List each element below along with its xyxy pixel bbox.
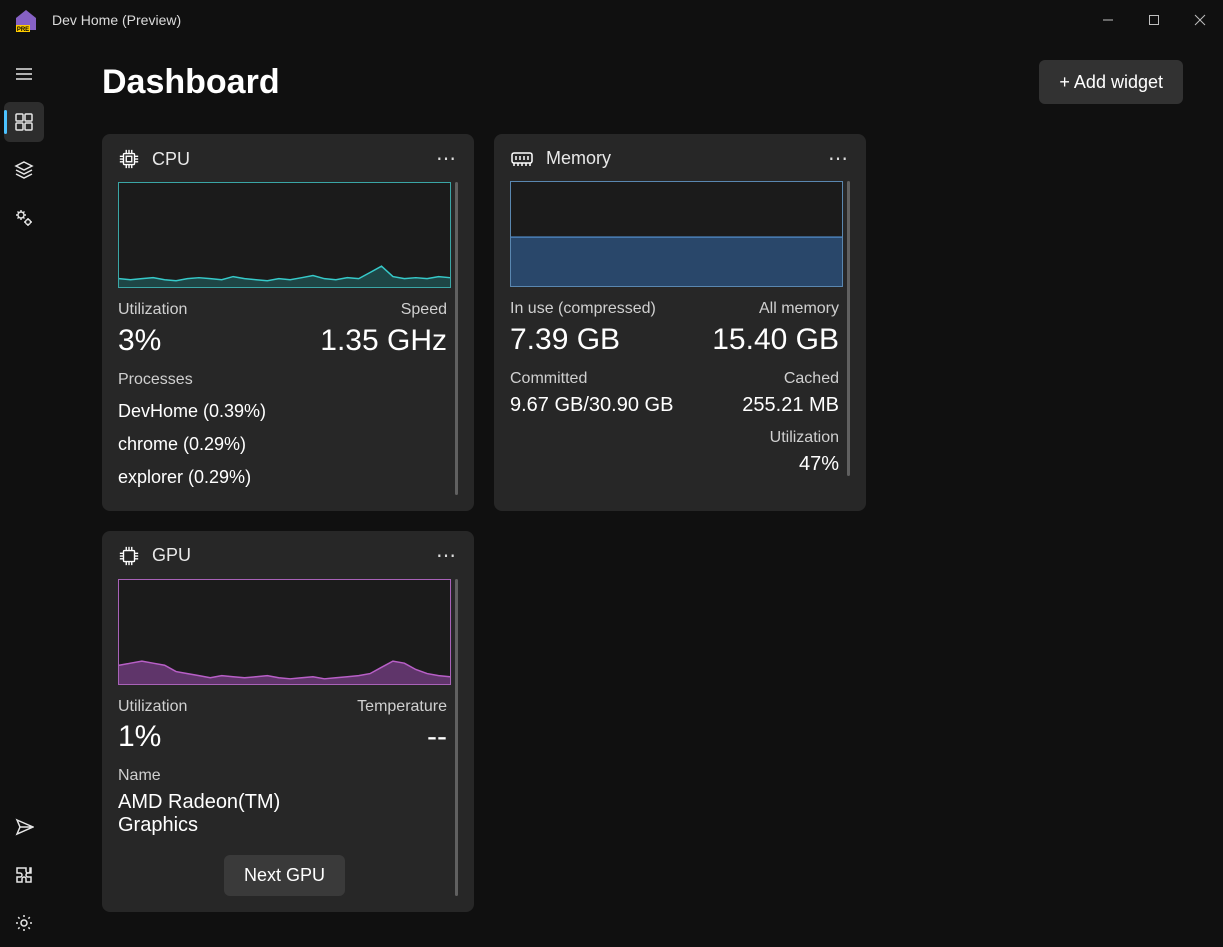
widget-memory-title: Memory (546, 148, 611, 169)
widget-cpu-more-icon[interactable]: ⋯ (436, 146, 458, 171)
widget-cpu-title: CPU (152, 149, 190, 170)
gpu-chart (118, 579, 451, 685)
next-gpu-button[interactable]: Next GPU (224, 855, 345, 896)
cpu-process-item: chrome (0.29%) (118, 428, 266, 461)
page-title: Dashboard (102, 63, 280, 102)
cpu-utilization-label: Utilization (118, 300, 266, 321)
widget-cpu-scrollbar[interactable] (455, 182, 458, 495)
widget-gpu-scrollbar[interactable] (455, 579, 458, 897)
memory-all-label: All memory (712, 299, 839, 320)
close-button[interactable] (1177, 5, 1223, 35)
widget-memory: ⋯ Memory In use (compressed) 7.39 GB (494, 134, 866, 511)
memory-inuse-value: 7.39 GB (510, 322, 673, 358)
minimize-button[interactable] (1085, 5, 1131, 35)
sidebar-item-machine-config[interactable] (4, 198, 44, 238)
cpu-utilization-value: 3% (118, 323, 266, 359)
sidebar-item-dashboard[interactable] (4, 102, 44, 142)
widget-cpu: ⋯ CPU Utilization 3% Process (102, 134, 474, 511)
cpu-chart (118, 182, 451, 288)
gpu-temperature-value: -- (357, 719, 447, 755)
gpu-name-value: AMD Radeon(TM) Graphics (118, 791, 357, 837)
sidebar-item-feedback[interactable] (4, 807, 44, 847)
memory-cached-value: 255.21 MB (712, 394, 839, 417)
memory-committed-label: Committed (510, 370, 673, 388)
widget-memory-more-icon[interactable]: ⋯ (828, 146, 850, 171)
memory-all-value: 15.40 GB (712, 322, 839, 358)
main-content: Dashboard + Add widget ⋯ CPU (48, 40, 1223, 947)
gpu-temperature-label: Temperature (357, 697, 447, 718)
svg-text:PRE: PRE (17, 27, 29, 32)
cpu-process-list: DevHome (0.39%)chrome (0.29%)explorer (0… (118, 395, 266, 495)
memory-icon (510, 150, 534, 168)
cpu-process-item: explorer (0.29%) (118, 461, 266, 494)
memory-committed-value: 9.67 GB/30.90 GB (510, 394, 673, 417)
memory-utilization-value: 47% (712, 453, 839, 476)
gpu-utilization-value: 1% (118, 719, 357, 755)
maximize-button[interactable] (1131, 5, 1177, 35)
add-widget-button[interactable]: + Add widget (1039, 60, 1183, 104)
sidebar (0, 40, 48, 947)
memory-chart (510, 181, 843, 287)
app-logo-icon: PRE (14, 8, 38, 32)
cpu-process-item: DevHome (0.39%) (118, 395, 266, 428)
memory-inuse-label: In use (compressed) (510, 299, 673, 320)
cpu-speed-label: Speed (320, 300, 447, 321)
cpu-icon (118, 148, 140, 170)
gpu-utilization-label: Utilization (118, 697, 357, 718)
sidebar-item-settings[interactable] (4, 903, 44, 943)
sidebar-item-environments[interactable] (4, 150, 44, 190)
window-title: Dev Home (Preview) (52, 12, 181, 28)
sidebar-item-extensions[interactable] (4, 855, 44, 895)
widget-gpu: ⋯ GPU Utilization 1% Name (102, 531, 474, 913)
gpu-icon (118, 545, 140, 567)
widget-memory-scrollbar[interactable] (847, 181, 850, 476)
hamburger-button[interactable] (4, 54, 44, 94)
gpu-name-label: Name (118, 767, 357, 785)
window-controls (1085, 5, 1223, 35)
widget-gpu-more-icon[interactable]: ⋯ (436, 543, 458, 568)
widget-gpu-title: GPU (152, 545, 191, 566)
cpu-processes-label: Processes (118, 371, 266, 389)
memory-utilization-label: Utilization (712, 429, 839, 447)
cpu-speed-value: 1.35 GHz (320, 323, 447, 359)
memory-cached-label: Cached (712, 370, 839, 388)
titlebar: PRE Dev Home (Preview) (0, 0, 1223, 40)
